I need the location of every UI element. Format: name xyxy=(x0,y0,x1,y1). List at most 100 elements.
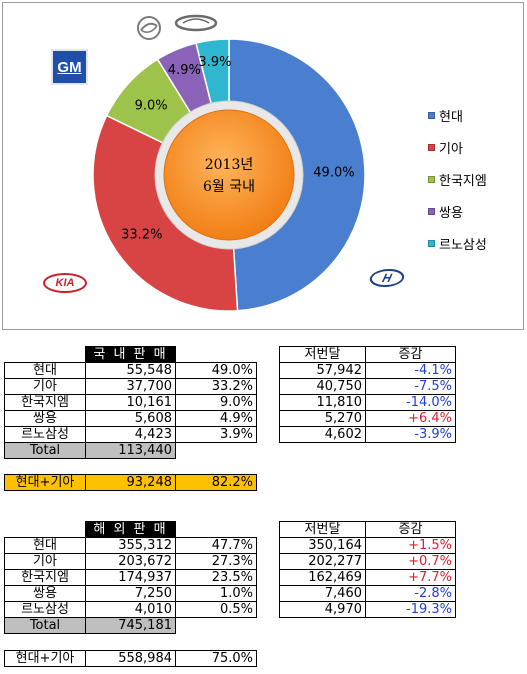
table-row: 162,469 +7.7% xyxy=(279,569,456,586)
table-row: 기아 203,672 27.3% xyxy=(4,553,257,570)
domestic-combo-table: 현대+기아 93,248 82.2% xyxy=(4,474,257,491)
combo-share: 82.2% xyxy=(175,474,257,491)
chart-legend: 현대 기아 한국지엠 쌍용 르노삼성 xyxy=(428,99,487,259)
table-row: 4,970 -19.3% xyxy=(279,601,456,618)
prev-cell: 40,750 xyxy=(279,378,366,395)
slice-label-3: 4.9% xyxy=(168,63,201,78)
change-cell: -14.0% xyxy=(365,394,456,411)
sales-cell: 37,700 xyxy=(85,378,176,395)
sales-cell: 5,608 xyxy=(85,410,176,427)
kia-logo-text: KIA xyxy=(55,277,75,289)
prev-cell: 202,277 xyxy=(279,553,366,570)
table-row: 350,164 +1.5% xyxy=(279,537,456,554)
brand-cell: 한국지엠 xyxy=(4,394,86,411)
share-cell: 1.0% xyxy=(175,585,257,602)
share-cell: 47.7% xyxy=(175,537,257,554)
slice-label-1: 33.2% xyxy=(121,227,162,242)
renault-samsung-logo xyxy=(174,14,218,32)
legend-item-renault-samsung: 르노삼성 xyxy=(428,227,487,259)
sales-cell: 55,548 xyxy=(85,362,176,379)
brand-cell: 한국지엠 xyxy=(4,569,86,586)
table-row: 202,277 +0.7% xyxy=(279,553,456,570)
table-row: 한국지엠 10,161 9.0% xyxy=(4,394,257,411)
brand-cell: 현대 xyxy=(4,362,86,379)
legend-label: 현대 xyxy=(439,109,463,125)
table-row: 쌍용 5,608 4.9% xyxy=(4,410,257,427)
table-row: 한국지엠 174,937 23.5% xyxy=(4,569,257,586)
sales-cell: 4,010 xyxy=(85,601,176,618)
overseas-combo-table: 현대+기아 558,984 75.0% xyxy=(4,650,257,667)
change-cell: -2.8% xyxy=(365,585,456,602)
share-cell: 0.5% xyxy=(175,601,257,618)
table-row: 40,750 -7.5% xyxy=(279,378,456,395)
slice-label-2: 9.0% xyxy=(135,99,168,114)
domestic-change-table: 저번달 증감 57,942 -4.1% 40,750 -7.5% 11,810 -14.… xyxy=(279,346,456,443)
prev-cell: 57,942 xyxy=(279,362,366,379)
legend-swatch xyxy=(428,239,435,247)
share-cell: 33.2% xyxy=(175,378,257,395)
combo-share: 75.0% xyxy=(175,650,257,667)
legend-item-hyundai: 현대 xyxy=(428,99,487,131)
overseas-change-table: 저번달 증감 350,164 +1.5% 202,277 +0.7% 162,469 +… xyxy=(279,521,456,618)
center-label-line1: 2013년 xyxy=(205,157,254,173)
table-row: 현대 355,312 47.7% xyxy=(4,537,257,554)
donut-center xyxy=(163,109,295,241)
legend-swatch xyxy=(428,207,435,215)
table-row: 쌍용 7,250 1.0% xyxy=(4,585,257,602)
change-cell: +1.5% xyxy=(365,537,456,554)
slice-label-4: 3.9% xyxy=(198,55,231,70)
domestic-title: 국 내 판 매 xyxy=(85,346,176,363)
sales-cell: 10,161 xyxy=(85,394,176,411)
kia-logo: KIA xyxy=(43,273,87,293)
table-row: 4,602 -3.9% xyxy=(279,426,456,443)
combo-row: 현대+기아 93,248 82.2% xyxy=(4,474,257,491)
total-label: Total xyxy=(4,442,86,459)
brand-cell: 르노삼성 xyxy=(4,426,86,443)
change-header: 증감 xyxy=(365,521,456,538)
table-row: 르노삼성 4,010 0.5% xyxy=(4,601,257,618)
overseas-sales-table: 해 외 판 매 현대 355,312 47.7% 기아 203,672 27.3% 한국… xyxy=(4,521,257,634)
table-row: 57,942 -4.1% xyxy=(279,362,456,379)
sales-cell: 174,937 xyxy=(85,569,176,586)
share-cell: 4.9% xyxy=(175,410,257,427)
table-row: 기아 37,700 33.2% xyxy=(4,378,257,395)
combo-value: 93,248 xyxy=(85,474,176,491)
legend-item-gm-korea: 한국지엠 xyxy=(428,163,487,195)
legend-label: 기아 xyxy=(439,141,463,157)
total-row: Total 745,181 xyxy=(4,617,257,634)
prev-month-header: 저번달 xyxy=(279,521,366,538)
share-cell: 3.9% xyxy=(175,426,257,443)
brand-cell: 쌍용 xyxy=(4,585,86,602)
gm-logo: GM xyxy=(51,49,88,85)
legend-swatch xyxy=(428,111,435,119)
change-cell: -19.3% xyxy=(365,601,456,618)
total-row: Total 113,440 xyxy=(4,442,257,459)
sales-cell: 355,312 xyxy=(85,537,176,554)
legend-label: 르노삼성 xyxy=(439,237,487,253)
domestic-sales-table: 국 내 판 매 현대 55,548 49.0% 기아 37,700 33.2% 한국지엠… xyxy=(4,346,257,459)
combo-label: 현대+기아 xyxy=(4,650,86,667)
table-row: 7,460 -2.8% xyxy=(279,585,456,602)
share-cell: 23.5% xyxy=(175,569,257,586)
slice-label-0: 49.0% xyxy=(313,166,354,181)
table-row: 11,810 -14.0% xyxy=(279,394,456,411)
total-value: 113,440 xyxy=(85,442,176,459)
prev-cell: 4,602 xyxy=(279,426,366,443)
share-cell: 49.0% xyxy=(175,362,257,379)
combo-label: 현대+기아 xyxy=(4,474,86,491)
prev-cell: 162,469 xyxy=(279,569,366,586)
hyundai-logo-text: H xyxy=(380,271,394,285)
overseas-title: 해 외 판 매 xyxy=(85,521,176,538)
sales-cell: 4,423 xyxy=(85,426,176,443)
legend-label: 한국지엠 xyxy=(439,173,487,189)
brand-cell: 기아 xyxy=(4,553,86,570)
change-cell: +6.4% xyxy=(365,410,456,427)
prev-cell: 5,270 xyxy=(279,410,366,427)
chart-panel: 49.0% 33.2% 9.0% 4.9% 3.9% 2013년 6월 국내 GM KI… xyxy=(2,2,524,330)
donut-chart: 49.0% 33.2% 9.0% 4.9%3.9% 2013년 6월 국내 xyxy=(92,38,366,312)
table-row: 현대 55,548 49.0% xyxy=(4,362,257,379)
change-header: 증감 xyxy=(365,346,456,363)
share-cell: 9.0% xyxy=(175,394,257,411)
prev-cell: 11,810 xyxy=(279,394,366,411)
change-cell: -7.5% xyxy=(365,378,456,395)
